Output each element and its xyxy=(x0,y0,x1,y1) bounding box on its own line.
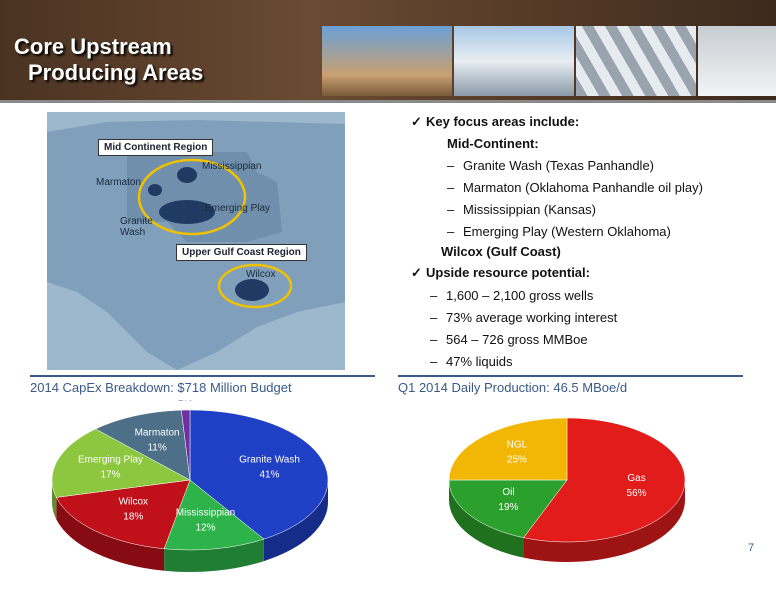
page-number: 7 xyxy=(748,542,755,554)
bullet-item: Mississippian (Kansas) xyxy=(463,202,596,217)
value-label: 11% xyxy=(147,442,166,453)
play-area xyxy=(148,184,162,196)
slice-label: Wilcox xyxy=(119,497,148,508)
check: ✓ xyxy=(411,265,422,280)
slice-label: Oil xyxy=(502,487,514,498)
slice-label: Granite Wash xyxy=(239,454,300,465)
title-line: Core Upstream xyxy=(14,34,172,59)
bullet-subheading: Mid-Continent: xyxy=(447,136,539,151)
play-label: Wilcox xyxy=(246,269,276,280)
dash: – xyxy=(430,332,438,347)
play-outline xyxy=(137,158,247,236)
dash: – xyxy=(447,158,455,173)
chart-rule xyxy=(398,375,743,377)
header-image xyxy=(576,26,696,96)
dash: – xyxy=(430,354,438,369)
bullet-item: Granite Wash (Texas Panhandle) xyxy=(463,158,655,173)
value-label: 17% xyxy=(100,469,120,480)
slice xyxy=(448,479,568,538)
slice-side xyxy=(56,497,165,571)
header-image xyxy=(322,26,452,96)
slice xyxy=(181,409,191,481)
header-rule xyxy=(0,100,776,103)
play-outline xyxy=(217,263,293,309)
play-label: Emerging Play xyxy=(205,203,271,214)
chart-title: Q1 2014 Daily Production: 46.5 MBoe/d xyxy=(398,380,628,395)
slice-side xyxy=(263,480,328,562)
slice xyxy=(51,428,191,498)
bullet-heading: Upside resource potential: xyxy=(426,265,590,280)
slice-label: Marmaton xyxy=(135,427,180,438)
check: ✓ xyxy=(411,114,422,129)
slice xyxy=(189,409,329,540)
slice-label: Emerging Play xyxy=(78,454,143,465)
play-area xyxy=(159,200,215,224)
value-label: 18% xyxy=(123,512,143,523)
bullet-item: 564 – 726 gross MMBoe xyxy=(446,332,588,347)
value-label: 1% xyxy=(178,400,193,404)
slice xyxy=(448,417,568,481)
pie-chart: Granite Wash 41% Mississippian 12% Wilcox 18%… xyxy=(51,400,329,572)
bullet-heading: Key focus areas include: xyxy=(426,114,580,129)
value-label: 41% xyxy=(260,469,280,480)
play-label: Marmaton xyxy=(96,177,142,188)
slice xyxy=(523,417,686,543)
slice-side xyxy=(449,480,524,558)
slice-side xyxy=(523,480,685,562)
slice xyxy=(55,479,191,550)
slice-label: NGL xyxy=(507,440,528,451)
value-label: 19% xyxy=(498,502,518,513)
play-label: Granite Wash xyxy=(120,216,153,238)
logo xyxy=(698,26,776,96)
dash: – xyxy=(447,202,455,217)
region-label: Mid Continent Region xyxy=(98,139,214,156)
bullet-item: Emerging Play (Western Oklahoma) xyxy=(463,224,671,239)
dash: – xyxy=(430,310,438,325)
bullet-item: 1,600 – 2,100 gross wells xyxy=(446,288,594,303)
bullet-item: 47% liquids xyxy=(446,354,513,369)
play-label: Mississippian xyxy=(202,161,262,172)
slice xyxy=(163,479,265,551)
value-label: 25% xyxy=(507,455,527,466)
chart-title: 2014 CapEx Breakdown: $718 Million Budge… xyxy=(30,380,292,395)
value-label: 12% xyxy=(196,522,216,533)
play-area xyxy=(177,167,197,183)
title-line: Producing Areas xyxy=(28,60,204,85)
dash: – xyxy=(430,288,438,303)
play-area xyxy=(235,279,269,301)
pie-chart: Gas 56% Oil 19% NGL 25% xyxy=(448,417,686,562)
header-image xyxy=(454,26,574,96)
region-label: Upper Gulf Coast Region xyxy=(176,244,307,261)
slice xyxy=(94,409,191,481)
bullet-item: Marmaton (Oklahoma Panhandle oil play) xyxy=(463,180,703,195)
slice-label: Gas xyxy=(627,473,645,484)
dash: – xyxy=(447,180,455,195)
slice-label: Mississippian xyxy=(176,507,235,518)
bullet-item: 73% average working interest xyxy=(446,310,618,325)
value-label: 56% xyxy=(627,488,647,499)
bullet-subheading: Wilcox (Gulf Coast) xyxy=(441,244,561,259)
dash: – xyxy=(447,224,455,239)
slice-side xyxy=(164,539,264,572)
chart-rule xyxy=(30,375,375,377)
